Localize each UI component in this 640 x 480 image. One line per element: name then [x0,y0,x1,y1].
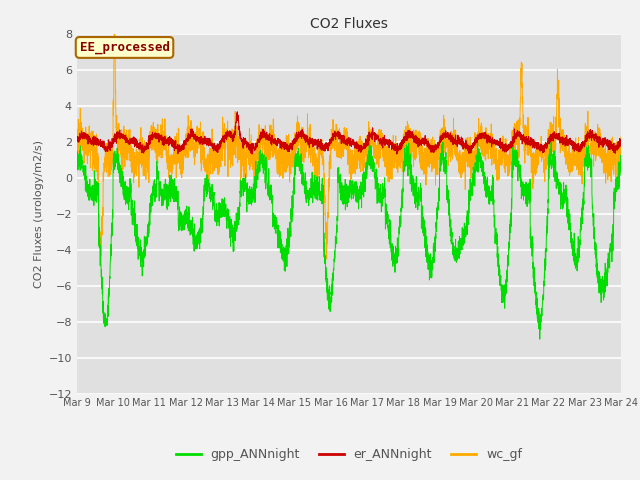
Legend: gpp_ANNnight, er_ANNnight, wc_gf: gpp_ANNnight, er_ANNnight, wc_gf [171,443,527,466]
Y-axis label: CO2 Fluxes (urology/m2/s): CO2 Fluxes (urology/m2/s) [35,140,44,288]
Title: CO2 Fluxes: CO2 Fluxes [310,17,388,31]
Text: EE_processed: EE_processed [79,41,170,54]
